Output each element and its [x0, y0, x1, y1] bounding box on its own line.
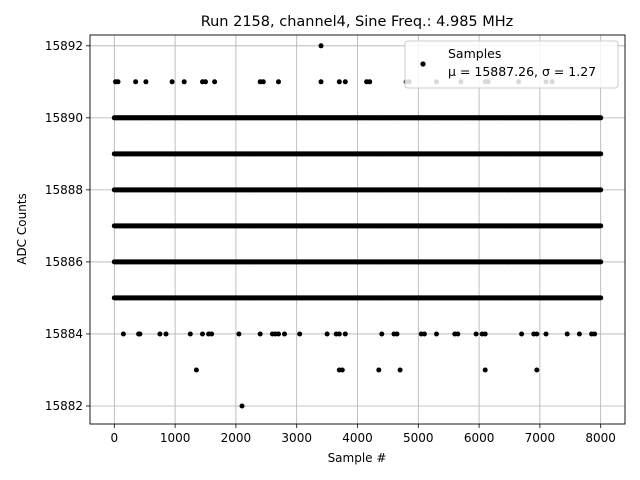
data-point [336, 331, 342, 337]
data-point [200, 331, 205, 337]
data-points [111, 43, 604, 409]
data-point [297, 331, 303, 337]
data-point [169, 79, 175, 85]
data-point [473, 331, 479, 337]
data-point [598, 187, 604, 193]
legend-stats-label: μ = 15887.26, σ = 1.27 [448, 64, 596, 79]
data-point [592, 331, 598, 337]
legend-series-name: Samples [448, 46, 501, 61]
chart-title: Run 2158, channel4, Sine Freq.: 4.985 MH… [201, 14, 514, 30]
data-point [163, 331, 169, 337]
data-point [276, 79, 281, 85]
x-tick-label: 8000 [585, 431, 616, 445]
x-axis-ticks: 0 1000 2000 3000 4000 5000 6000 7000 8000 [110, 424, 616, 445]
legend: Samples μ = 15887.26, σ = 1.27 [404, 40, 619, 89]
data-point [282, 331, 287, 337]
legend-box [404, 40, 619, 89]
data-point [598, 151, 604, 157]
data-point [339, 367, 345, 373]
data-point [336, 79, 342, 85]
data-point [397, 367, 403, 373]
data-point [534, 367, 540, 373]
y-axis-label: ADC Counts [15, 193, 29, 265]
data-point [209, 331, 215, 337]
y-tick-label: 15890 [45, 111, 83, 125]
data-point [181, 79, 187, 85]
data-point [318, 79, 324, 85]
data-point [519, 331, 525, 337]
data-point [598, 115, 604, 121]
data-point [394, 331, 400, 337]
data-point [482, 367, 488, 373]
x-tick-label: 4000 [342, 431, 373, 445]
y-tick-label: 15892 [45, 39, 83, 53]
data-point [564, 331, 570, 337]
data-point [143, 79, 149, 85]
x-tick-label: 1000 [160, 431, 191, 445]
data-point [276, 331, 281, 337]
x-tick-label: 5000 [403, 431, 434, 445]
x-tick-label: 7000 [525, 431, 556, 445]
data-point [598, 223, 604, 229]
data-point [239, 403, 245, 409]
legend-marker [420, 61, 426, 67]
grid-lines [90, 35, 625, 424]
data-point [318, 43, 324, 49]
data-point [367, 79, 373, 85]
data-point [379, 331, 385, 337]
data-point [212, 79, 218, 85]
data-point [421, 331, 427, 337]
data-point [543, 331, 549, 337]
data-point [598, 295, 604, 301]
data-point [236, 331, 242, 337]
data-point [534, 331, 540, 337]
data-point [137, 331, 143, 337]
y-tick-label: 15884 [45, 327, 83, 341]
data-point [576, 331, 582, 337]
data-point [120, 331, 126, 337]
x-axis-label: Sample # [328, 451, 387, 465]
data-point [598, 259, 604, 265]
data-point [376, 367, 382, 373]
data-point [203, 79, 208, 85]
x-tick-label: 0 [110, 431, 118, 445]
data-point [257, 331, 263, 337]
data-point [115, 79, 121, 85]
x-tick-label: 6000 [464, 431, 495, 445]
y-axis-ticks: 15882 15884 15886 15888 15890 15892 [45, 39, 90, 413]
data-point [434, 331, 439, 337]
data-point [187, 331, 193, 337]
y-tick-label: 15882 [45, 399, 83, 413]
data-point [455, 331, 461, 337]
data-point [157, 331, 163, 337]
x-tick-label: 2000 [221, 431, 252, 445]
data-point [193, 367, 199, 373]
data-point [133, 79, 139, 85]
x-tick-label: 3000 [281, 431, 312, 445]
data-point [342, 79, 348, 85]
data-point [342, 331, 348, 337]
data-point [324, 331, 330, 337]
y-tick-label: 15888 [45, 183, 83, 197]
y-tick-label: 15886 [45, 255, 83, 269]
data-point [260, 79, 266, 85]
data-point [482, 331, 488, 337]
